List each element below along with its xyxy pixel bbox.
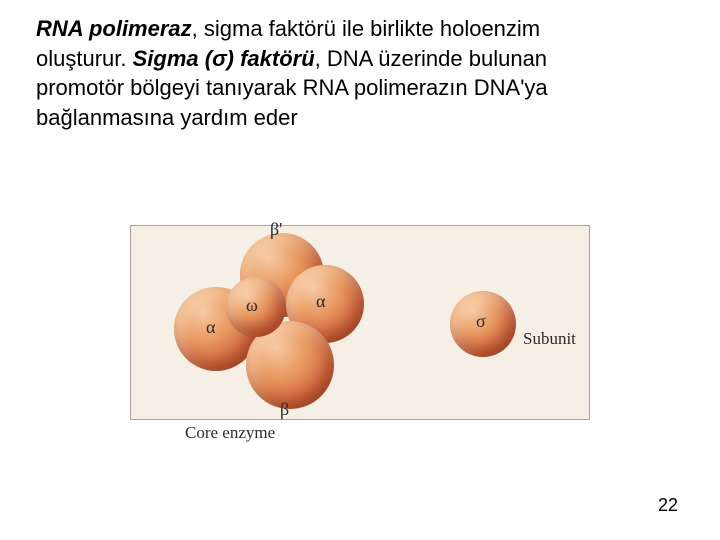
page-number: 22 <box>658 495 678 516</box>
core-enzyme-caption: Core enzyme <box>185 423 275 443</box>
description-text: RNA polimeraz, sigma faktörü ile birlikt… <box>36 14 596 133</box>
subunit-label-sigma: σ <box>476 311 486 332</box>
enzyme-diagram: αβ'ωαβ σ Core enzyme Subunit <box>130 225 600 445</box>
subunit-caption: Subunit <box>523 329 576 349</box>
description-paragraph: RNA polimeraz, sigma faktörü ile birlikt… <box>36 14 596 133</box>
term-rna-polimeraz: RNA polimeraz <box>36 16 192 41</box>
subunit-label-beta: β <box>280 399 289 420</box>
term-sigma-faktoru: Sigma (σ) faktörü <box>133 46 315 71</box>
subunit-label-alpha1: α <box>206 317 215 338</box>
subunit-label-alpha2: α <box>316 291 325 312</box>
subunit-label-omega: ω <box>246 295 258 316</box>
subunit-label-beta_prime: β' <box>270 219 282 240</box>
